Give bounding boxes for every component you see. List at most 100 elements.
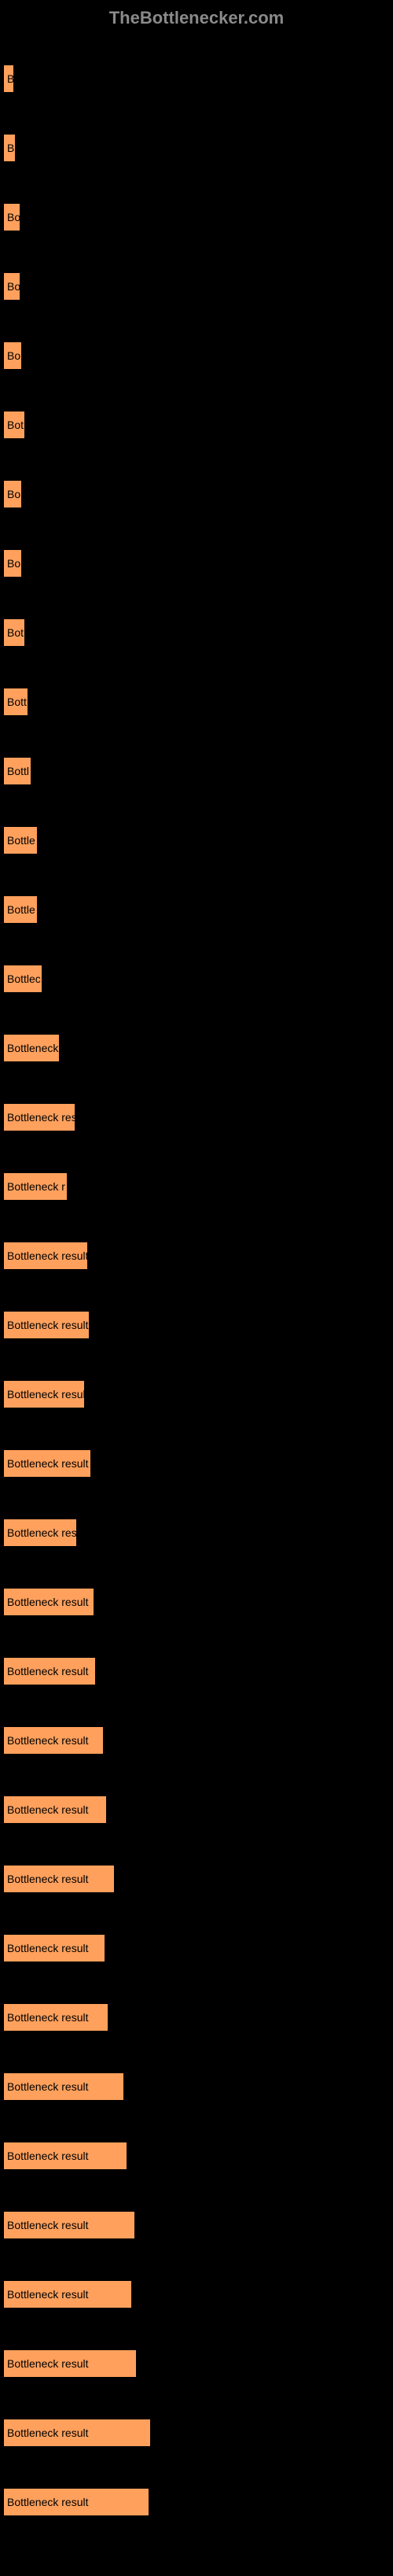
bar-top-label <box>3 952 393 963</box>
bar-top-label <box>3 675 393 686</box>
bar-group: Bottleneck result <box>3 2268 393 2321</box>
bar-text: Bottleneck r <box>7 1180 65 1193</box>
bar: Bott <box>3 688 28 716</box>
bar-group: Bo <box>3 537 393 590</box>
bar: Bottl <box>3 757 31 785</box>
bar-group: Bottleneck res <box>3 1091 393 1144</box>
bar-text: Bottleneck <box>7 1042 58 1054</box>
bar: Bottleneck result <box>3 2419 151 2447</box>
bar: Bottleneck res <box>3 1519 77 1547</box>
bar: Bottleneck result <box>3 2072 124 2101</box>
bar-top-label <box>3 2060 393 2071</box>
bar-group: Bottleneck result <box>3 1921 393 1975</box>
bar: Bottleneck r <box>3 1172 68 1201</box>
bar: Bottleneck result <box>3 2488 149 2516</box>
bar-top-label <box>3 1714 393 1725</box>
bar-top-label <box>3 2337 393 2348</box>
bar: Bottleneck result <box>3 1242 88 1270</box>
bar-bottom-label <box>3 2241 393 2252</box>
bar: B <box>3 134 16 162</box>
bar: Bottleneck result <box>3 2211 135 2239</box>
bar-text: Bo <box>7 280 20 293</box>
bar-bottom-label <box>3 648 393 659</box>
bar-top-label <box>3 467 393 478</box>
bar-group: Bottleneck result <box>3 2406 393 2460</box>
bar-text: Bottleneck result <box>7 1665 89 1677</box>
bar-bottom-label <box>3 2379 393 2390</box>
bar: Bo <box>3 203 20 231</box>
bar-bottom-label <box>3 787 393 798</box>
bar-group: Bottleneck r <box>3 1160 393 1213</box>
bar-text: Bottleneck res <box>7 1526 77 1539</box>
bar-text: Bottleneck result <box>7 2011 89 2024</box>
bar-top-label <box>3 1644 393 1655</box>
bar-bottom-label <box>3 1341 393 1352</box>
bar-group: Bottleneck result <box>3 2129 393 2183</box>
bar-bottom-label <box>3 1133 393 1144</box>
bar-group: Bottleneck result <box>3 1783 393 1836</box>
bar-top-label <box>3 1575 393 1586</box>
bar: Bottleneck result <box>3 1657 96 1685</box>
bar-text: Bot <box>7 626 24 639</box>
bar: Bo <box>3 272 20 301</box>
bar: Bo <box>3 341 22 370</box>
bar-bottom-label <box>3 2518 393 2529</box>
bar-bottom-label <box>3 1618 393 1629</box>
bar-top-label <box>3 1298 393 1309</box>
bar: Bottleneck result <box>3 2142 127 2170</box>
bar-bottom-label <box>3 302 393 313</box>
bar-text: Bo <box>7 211 20 223</box>
bar-top-label <box>3 2406 393 2417</box>
bar-text: Bottleneck result <box>7 1596 89 1608</box>
site-header: TheBottlenecker.com <box>0 0 393 52</box>
bar: Bo <box>3 480 22 508</box>
bar: Bottleneck result <box>3 2280 132 2308</box>
bar-top-label <box>3 1506 393 1517</box>
bar-text: Bottleneck result <box>7 1873 89 1885</box>
bar: Bottleneck result <box>3 1795 107 1824</box>
bar: Bottleneck <box>3 1034 60 1062</box>
bar-group: B <box>3 121 393 175</box>
bar-top-label <box>3 2129 393 2140</box>
bar-group: Bo <box>3 467 393 521</box>
bar-top-label <box>3 537 393 548</box>
bar: Bottleneck result <box>3 2349 137 2378</box>
bar-group: Bot <box>3 606 393 659</box>
bar: Bottle <box>3 826 38 854</box>
bar-bottom-label <box>3 441 393 452</box>
bar: Bottlec <box>3 965 42 993</box>
bar-top-label <box>3 1921 393 1932</box>
bar-top-label <box>3 744 393 755</box>
bar: Bottleneck result <box>3 1449 91 1478</box>
bar-top-label <box>3 606 393 617</box>
bar: Bottleneck result <box>3 1726 104 1755</box>
bar: Bot <box>3 411 25 439</box>
bar-text: Bot <box>7 419 24 431</box>
bar-group: Bo <box>3 329 393 382</box>
bar-group: Bottleneck <box>3 1021 393 1075</box>
bar-top-label <box>3 1991 393 2002</box>
bar-top-label <box>3 2475 393 2486</box>
bar-group: Bott <box>3 675 393 729</box>
bar-text: Bottle <box>7 834 35 847</box>
bar-group: Bottle <box>3 883 393 936</box>
bar-group: B <box>3 52 393 105</box>
bar-text: Bottleneck result <box>7 2219 89 2231</box>
bar-bottom-label <box>3 371 393 382</box>
bar-text: Bottleneck result <box>7 2496 89 2508</box>
bar-bottom-label <box>3 1756 393 1767</box>
bar-group: Bottleneck result <box>3 1298 393 1352</box>
bar-text: Bottleneck result <box>7 1249 88 1262</box>
bar-group: Bottlec <box>3 952 393 1006</box>
bar-bottom-label <box>3 1548 393 1559</box>
bar-text: Bottleneck res <box>7 1111 75 1124</box>
bar-group: Bottl <box>3 744 393 798</box>
bar-group: Bottleneck result <box>3 2337 393 2390</box>
bar-group: Bottleneck result <box>3 1229 393 1282</box>
bar-text: Bo <box>7 488 20 500</box>
bar-bottom-label <box>3 2033 393 2044</box>
bar-group: Bottleneck result <box>3 1644 393 1698</box>
bar-bottom-label <box>3 1064 393 1075</box>
bar: Bottleneck result <box>3 1934 105 1962</box>
bar-top-label <box>3 329 393 340</box>
